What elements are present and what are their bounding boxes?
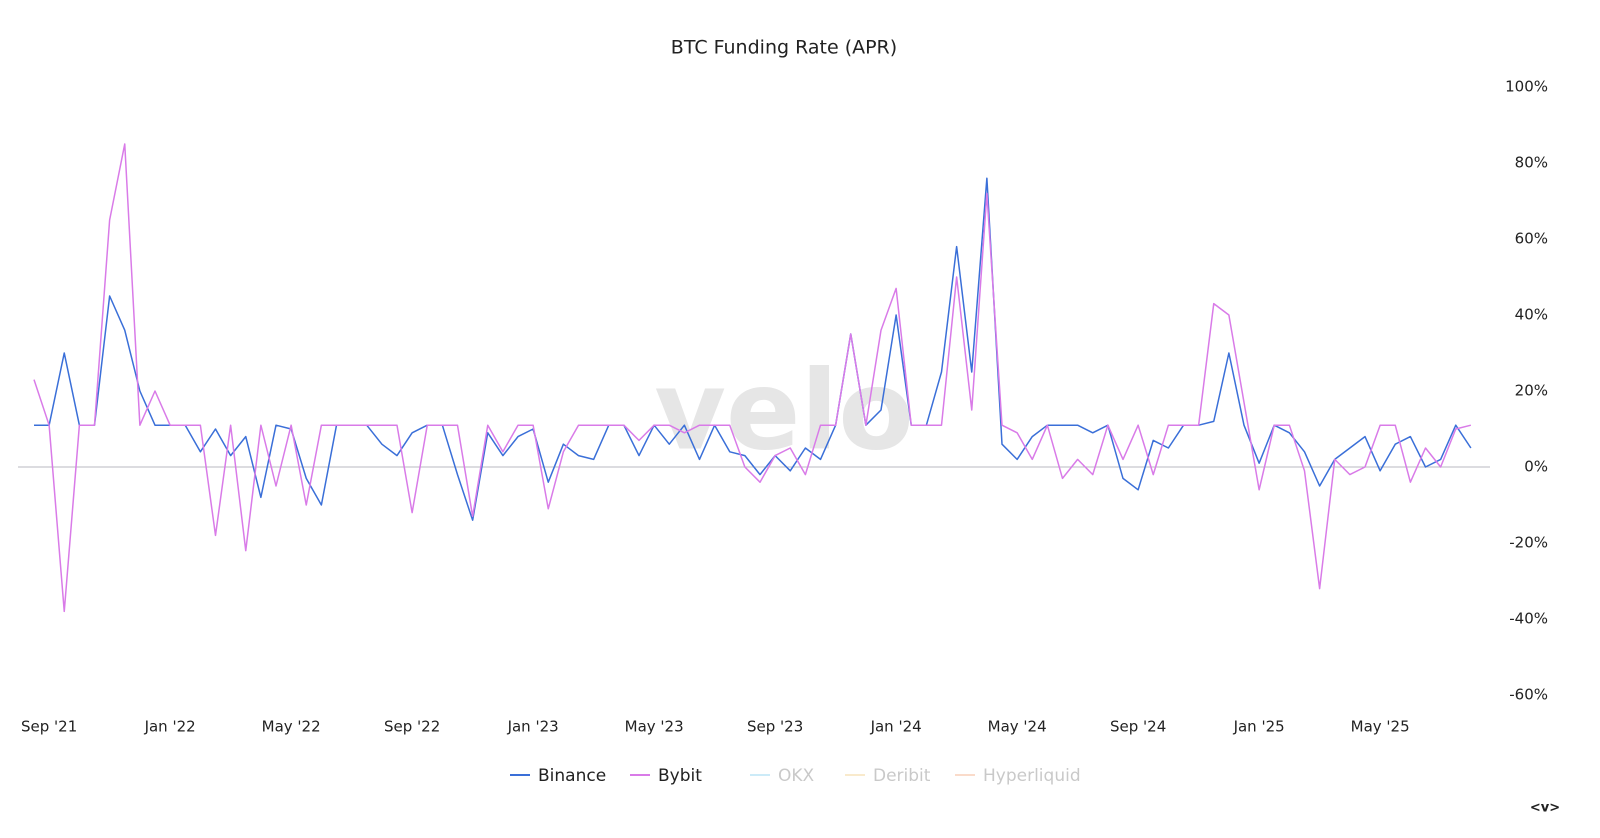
y-tick-label: 80%	[1515, 154, 1548, 172]
chart-title: BTC Funding Rate (APR)	[671, 37, 897, 59]
y-tick-label: 0%	[1524, 458, 1548, 476]
legend-item[interactable]: OKX	[750, 766, 815, 786]
y-tick-label: 40%	[1515, 306, 1548, 324]
x-tick-label: Sep '21	[21, 718, 77, 736]
legend-label: OKX	[778, 766, 815, 786]
legend-label: Hyperliquid	[983, 766, 1081, 786]
x-tick-label: Sep '22	[384, 718, 440, 736]
x-tick-label: May '24	[988, 718, 1047, 736]
legend-label: Deribit	[873, 766, 931, 786]
corner-label[interactable]: <v>	[1530, 801, 1560, 816]
y-tick-label: 20%	[1515, 382, 1548, 400]
series-line	[34, 177, 1472, 521]
x-tick-label: May '23	[625, 718, 684, 736]
y-tick-label: -20%	[1509, 534, 1548, 552]
x-tick-label: Sep '24	[1110, 718, 1166, 736]
legend-label: Binance	[538, 766, 606, 786]
x-tick-label: May '22	[262, 718, 321, 736]
series-line	[33, 143, 1472, 613]
y-tick-label: 100%	[1505, 78, 1548, 96]
legend-item[interactable]: Deribit	[845, 766, 931, 786]
legend-label: Bybit	[658, 766, 702, 786]
legend-item[interactable]: Hyperliquid	[955, 766, 1081, 786]
y-tick-label: 60%	[1515, 230, 1548, 248]
legend-item[interactable]: Bybit	[630, 766, 702, 786]
y-tick-label: -40%	[1509, 610, 1548, 628]
y-tick-label: -60%	[1509, 686, 1548, 704]
x-tick-label: Jan '25	[1233, 718, 1285, 736]
watermark: velo	[654, 346, 914, 474]
x-tick-label: Jan '22	[144, 718, 196, 736]
x-tick-label: Jan '23	[507, 718, 559, 736]
legend-item[interactable]: Binance	[510, 766, 606, 786]
x-tick-label: Jan '24	[870, 718, 922, 736]
x-tick-label: May '25	[1351, 718, 1410, 736]
x-tick-label: Sep '23	[747, 718, 803, 736]
